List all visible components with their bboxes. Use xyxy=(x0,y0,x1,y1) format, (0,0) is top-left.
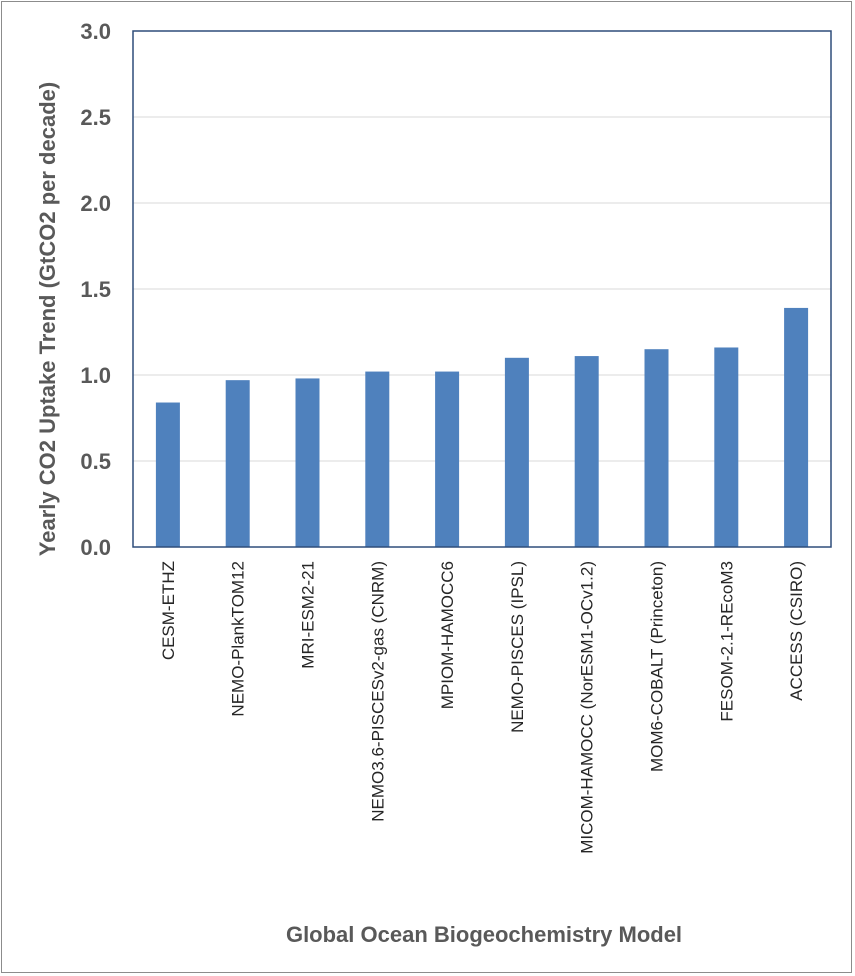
x-axis-title: Global Ocean Biogeochemistry Model xyxy=(286,922,682,947)
y-tick-label: 1.5 xyxy=(80,277,111,302)
x-category-label: NEMO-PlankTOM12 xyxy=(229,561,248,717)
bar xyxy=(155,402,180,547)
bar xyxy=(784,307,809,547)
bar xyxy=(435,371,460,547)
bar xyxy=(504,357,529,547)
y-tick-label: 3.0 xyxy=(80,19,111,44)
bar xyxy=(644,349,669,547)
y-tick-labels: 0.0 0.5 1.0 1.5 2.0 2.5 3.0 xyxy=(80,19,111,560)
bar xyxy=(225,380,250,547)
y-tick-label: 1.0 xyxy=(80,363,111,388)
y-tick-label: 0.5 xyxy=(80,449,111,474)
y-tick-label: 0.0 xyxy=(80,535,111,560)
y-tick-label: 2.0 xyxy=(80,191,111,216)
x-category-label: MPIOM-HAMOCC6 xyxy=(438,561,457,709)
bar xyxy=(365,371,390,547)
plot-area-border xyxy=(132,30,832,548)
bars xyxy=(155,307,809,547)
x-category-label: MICOM-HAMOCC (NorESM1-OCv1.2) xyxy=(578,561,597,854)
x-category-label: NEMO3.6-PISCESv2-gas (CNRM) xyxy=(368,561,387,822)
y-axis-title: Yearly CO2 Uptake Trend (GtCO2 per decad… xyxy=(35,82,60,556)
y-tick-label: 2.5 xyxy=(80,105,111,130)
bar xyxy=(574,356,599,547)
x-category-label: FESOM-2.1-REcoM3 xyxy=(717,561,736,722)
x-category-labels: CESM-ETHZ NEMO-PlankTOM12 MRI-ESM2-21 NEMO3… xyxy=(159,561,806,854)
bar xyxy=(295,378,320,547)
x-category-label: ACCESS (CSIRO) xyxy=(787,561,806,701)
x-category-label: CESM-ETHZ xyxy=(159,561,178,660)
x-category-label: MRI-ESM2-21 xyxy=(299,561,318,669)
x-category-label: NEMO-PISCES (IPSL) xyxy=(508,561,527,733)
x-category-label: MOM6-COBALT (Princeton) xyxy=(648,561,667,772)
bar xyxy=(714,347,739,547)
